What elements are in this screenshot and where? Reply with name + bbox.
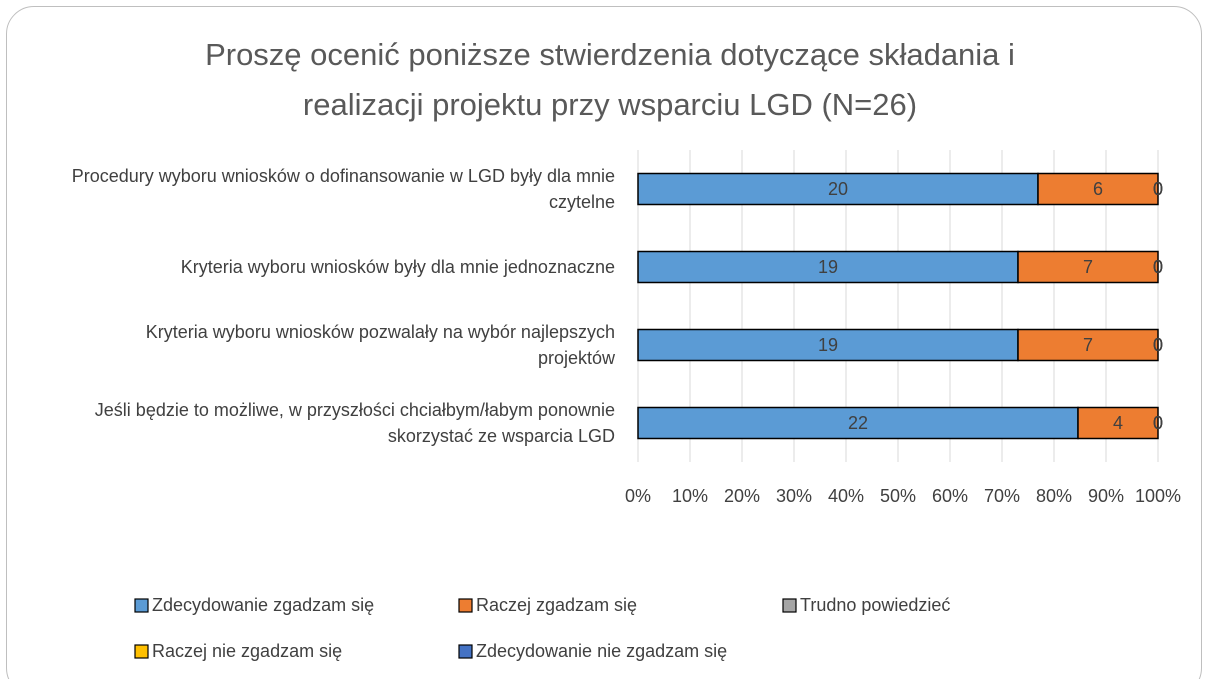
- category-label: Procedury wyboru wniosków o dofinansowan…: [71, 166, 615, 212]
- bar-segment: [1017, 328, 1159, 362]
- data-label: 4: [1113, 413, 1123, 433]
- bar-segment: [637, 328, 1019, 362]
- x-tick-label: 10%: [672, 486, 708, 506]
- chart-title: Proszę ocenić poniższe stwierdzenia doty…: [205, 37, 1015, 122]
- legend-swatch: [134, 644, 149, 659]
- category-label: Kryteria wyboru wniosków pozwalały na wy…: [145, 322, 615, 368]
- x-tick-label: 90%: [1088, 486, 1124, 506]
- data-label: 22: [848, 413, 868, 433]
- data-label: 7: [1083, 335, 1093, 355]
- legend-swatch: [782, 598, 797, 613]
- data-label: 0: [1153, 257, 1163, 277]
- data-label: 0: [1153, 413, 1163, 433]
- bar-segment: [637, 250, 1019, 284]
- category-label: Kryteria wyboru wniosków były dla mnie j…: [180, 257, 615, 277]
- x-tick-label: 0%: [625, 486, 651, 506]
- legend-label: Zdecydowanie zgadzam się: [152, 595, 374, 615]
- data-label: 0: [1153, 179, 1163, 199]
- legend-swatch: [458, 644, 473, 659]
- x-tick-label: 20%: [724, 486, 760, 506]
- legend-swatch: [458, 598, 473, 613]
- data-label: 0: [1153, 335, 1163, 355]
- data-label: 0: [1153, 335, 1163, 355]
- data-label: 20: [828, 179, 848, 199]
- x-tick-label: 80%: [1036, 486, 1072, 506]
- legend-swatch: [134, 598, 149, 613]
- bar-segment: [1037, 172, 1159, 206]
- data-label: 7: [1083, 257, 1093, 277]
- card: [6, 6, 1202, 679]
- data-label: 0: [1153, 413, 1163, 433]
- data-label: 19: [818, 257, 838, 277]
- data-label: 6: [1093, 179, 1103, 199]
- bar-segment: [637, 172, 1039, 206]
- category-label: Jeśli będzie to możliwe, w przyszłości c…: [94, 400, 615, 446]
- data-label: 0: [1153, 257, 1163, 277]
- data-label: 0: [1153, 179, 1163, 199]
- x-tick-label: 60%: [932, 486, 968, 506]
- data-label: 19: [818, 335, 838, 355]
- x-tick-label: 70%: [984, 486, 1020, 506]
- legend-label: Trudno powiedzieć: [800, 595, 950, 615]
- data-label: 0: [1153, 257, 1163, 277]
- data-label: 0: [1153, 179, 1163, 199]
- bar-segment: [1077, 406, 1159, 440]
- legend-label: Zdecydowanie nie zgadzam się: [476, 641, 727, 661]
- x-tick-label: 50%: [880, 486, 916, 506]
- x-tick-label: 40%: [828, 486, 864, 506]
- legend-label: Raczej nie zgadzam się: [152, 641, 342, 661]
- bar-segment: [1017, 250, 1159, 284]
- data-label: 0: [1153, 413, 1163, 433]
- data-label: 0: [1153, 335, 1163, 355]
- x-tick-label: 30%: [776, 486, 812, 506]
- x-tick-label: 100%: [1135, 486, 1181, 506]
- legend-label: Raczej zgadzam się: [476, 595, 637, 615]
